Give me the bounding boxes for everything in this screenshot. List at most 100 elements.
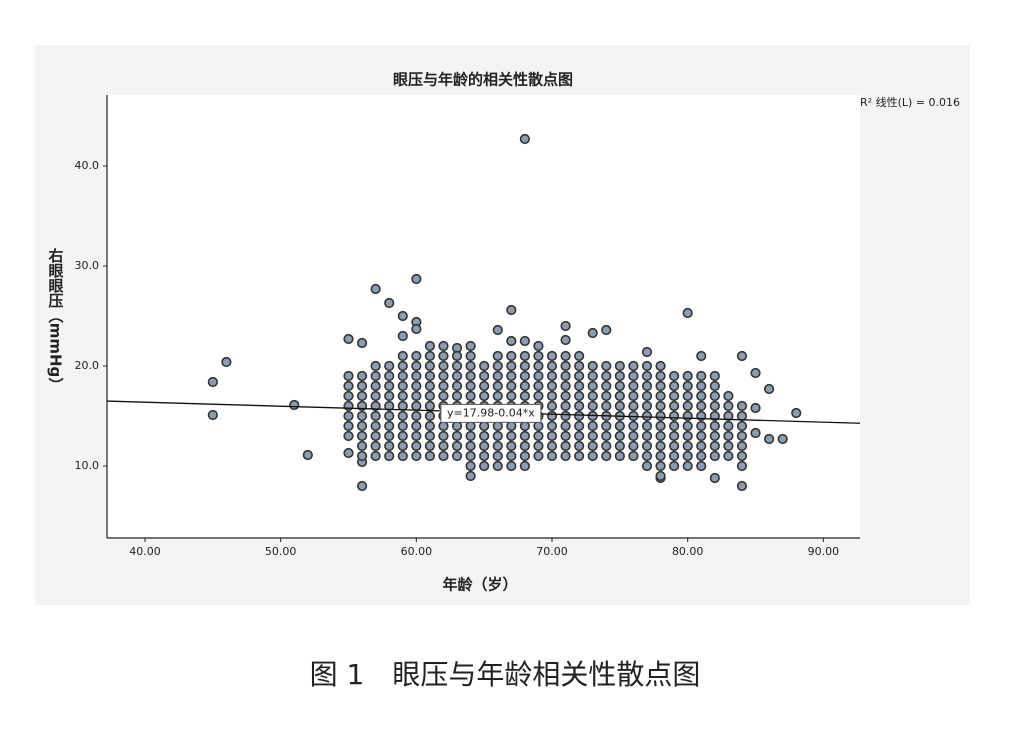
point bbox=[411, 450, 422, 462]
point bbox=[628, 420, 639, 432]
point bbox=[438, 390, 449, 402]
point bbox=[669, 370, 680, 382]
point bbox=[506, 420, 517, 432]
point bbox=[723, 420, 734, 432]
point bbox=[397, 410, 408, 422]
fit-label-box bbox=[440, 403, 542, 423]
point bbox=[546, 360, 558, 372]
y-tick-label: 10.0 bbox=[75, 459, 100, 472]
point bbox=[411, 410, 422, 422]
point bbox=[614, 370, 625, 382]
point bbox=[465, 460, 476, 472]
point bbox=[356, 420, 368, 432]
point bbox=[587, 430, 598, 442]
point bbox=[411, 370, 422, 382]
point bbox=[370, 450, 381, 462]
point bbox=[709, 430, 720, 442]
point bbox=[424, 400, 436, 412]
point bbox=[750, 402, 761, 414]
point bbox=[682, 410, 693, 422]
point bbox=[574, 350, 585, 362]
point bbox=[465, 350, 476, 362]
point bbox=[669, 460, 680, 472]
point bbox=[628, 430, 639, 442]
point bbox=[628, 400, 639, 412]
point bbox=[750, 367, 761, 379]
y-tick-label: 20.0 bbox=[75, 359, 100, 372]
point bbox=[451, 430, 463, 442]
point bbox=[370, 420, 381, 432]
point bbox=[601, 420, 612, 432]
point bbox=[465, 370, 476, 382]
point bbox=[411, 380, 422, 392]
point bbox=[587, 360, 598, 372]
point bbox=[736, 420, 748, 432]
point bbox=[506, 440, 517, 452]
point bbox=[424, 380, 436, 392]
x-tick-label: 70.00 bbox=[536, 545, 568, 558]
point bbox=[343, 410, 354, 422]
point bbox=[384, 370, 395, 382]
point bbox=[655, 410, 666, 422]
point bbox=[384, 390, 395, 402]
point bbox=[709, 380, 720, 392]
point bbox=[709, 472, 720, 484]
point bbox=[356, 410, 368, 422]
point bbox=[574, 400, 585, 412]
point bbox=[438, 370, 449, 382]
point bbox=[669, 410, 680, 422]
point bbox=[641, 400, 653, 412]
point bbox=[546, 350, 558, 362]
point bbox=[384, 360, 395, 372]
point bbox=[587, 390, 598, 402]
point bbox=[492, 350, 503, 362]
point bbox=[574, 440, 585, 452]
point bbox=[696, 380, 707, 392]
point bbox=[682, 400, 693, 412]
point bbox=[655, 470, 666, 482]
point bbox=[601, 440, 612, 452]
point bbox=[709, 420, 720, 432]
point bbox=[465, 360, 476, 372]
x-tick-label: 40.00 bbox=[129, 545, 161, 558]
point bbox=[451, 390, 463, 402]
point bbox=[479, 460, 490, 472]
point bbox=[560, 334, 571, 346]
point bbox=[614, 430, 625, 442]
point bbox=[370, 410, 381, 422]
point bbox=[424, 420, 436, 432]
point bbox=[682, 390, 693, 402]
point bbox=[587, 440, 598, 452]
point bbox=[370, 380, 381, 392]
point bbox=[356, 450, 368, 462]
point bbox=[641, 410, 653, 422]
point bbox=[519, 350, 530, 362]
point bbox=[601, 450, 612, 462]
point bbox=[546, 450, 558, 462]
point bbox=[655, 450, 666, 462]
point bbox=[601, 370, 612, 382]
point bbox=[614, 440, 625, 452]
point bbox=[641, 390, 653, 402]
point bbox=[479, 380, 490, 392]
point bbox=[519, 430, 530, 442]
point bbox=[669, 400, 680, 412]
point bbox=[560, 400, 571, 412]
point bbox=[533, 350, 544, 362]
point bbox=[519, 420, 530, 432]
point bbox=[384, 430, 395, 442]
point bbox=[560, 390, 571, 402]
point bbox=[506, 370, 517, 382]
point bbox=[533, 390, 544, 402]
point bbox=[669, 450, 680, 462]
point bbox=[696, 350, 707, 362]
point bbox=[356, 337, 368, 349]
point bbox=[424, 430, 436, 442]
point bbox=[397, 430, 408, 442]
point bbox=[641, 450, 653, 462]
point bbox=[479, 370, 490, 382]
point bbox=[343, 400, 354, 412]
point bbox=[438, 360, 449, 372]
point bbox=[574, 380, 585, 392]
point bbox=[628, 370, 639, 382]
